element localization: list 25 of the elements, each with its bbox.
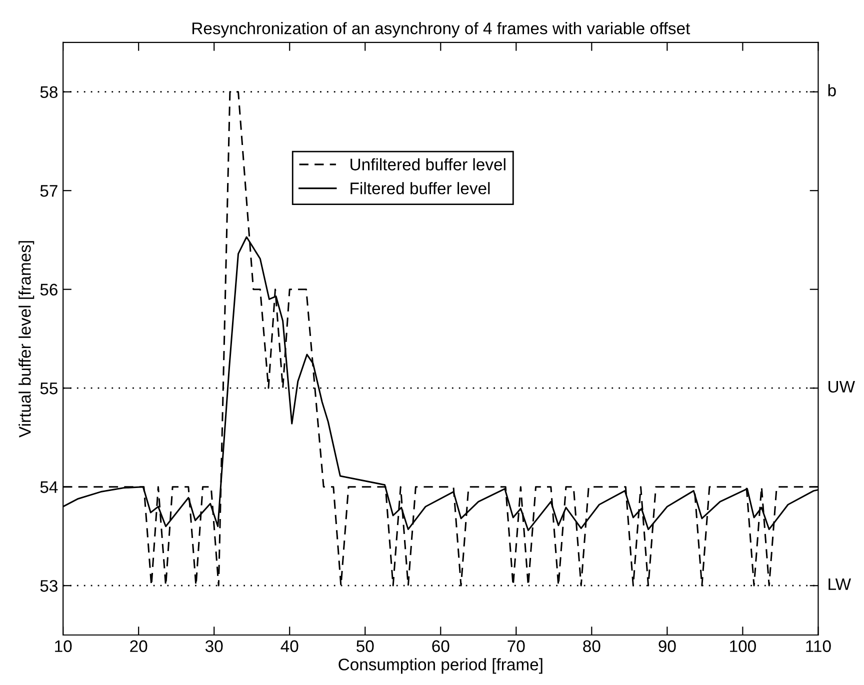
ref-line-label: b (828, 84, 836, 96)
x-tick-label: 80 (583, 640, 600, 652)
legend-label: Filtered buffer level (350, 182, 490, 194)
x-axis-title: Consumption period [frame] (338, 658, 542, 674)
y-tick-label: 55 (40, 382, 58, 394)
x-tick-label: 90 (658, 640, 676, 652)
y-tick-label: 57 (40, 185, 58, 197)
x-tick-label: 10 (55, 640, 72, 652)
x-tick-label: 50 (356, 640, 374, 652)
x-tick-label: 20 (130, 640, 148, 652)
x-tick-label: 60 (432, 640, 450, 652)
y-axis-title: Virtual buffer level [frames] (18, 241, 34, 438)
chart-title: Resynchronization of an asynchrony of 4 frames with variable offset (192, 22, 690, 38)
x-tick-label: 30 (205, 640, 223, 652)
x-tick-label: 110 (806, 640, 831, 652)
y-tick-label: 53 (40, 580, 58, 592)
x-tick-label: 70 (508, 640, 525, 652)
legend-label: Unfiltered buffer level (350, 158, 506, 170)
x-tick-label: 100 (730, 640, 756, 652)
y-tick-label: 54 (40, 481, 58, 494)
y-tick-label: 56 (40, 284, 58, 296)
ref-line-label: UW (828, 380, 855, 393)
y-tick-label: 58 (40, 86, 58, 98)
ref-line-label: LW (828, 578, 851, 590)
x-tick-label: 40 (280, 640, 298, 652)
